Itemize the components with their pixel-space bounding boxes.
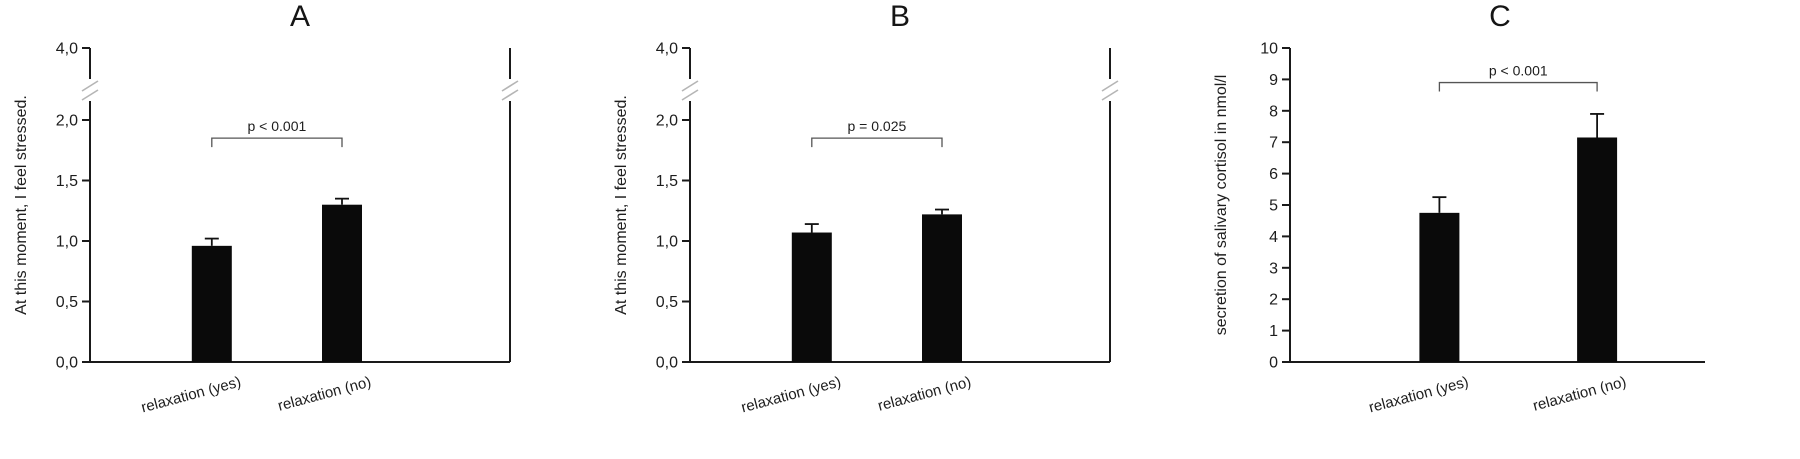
axis-break-icon [1101,80,1119,92]
axis-break-gap [682,79,698,101]
y-tick-label: 9 [1269,72,1278,89]
x-tick-label: relaxation (no) [1531,373,1628,414]
y-axis-label: At this moment, I feel stressed. [13,95,30,315]
axis-break-icon [81,80,99,92]
axis-break-gap [82,79,98,101]
bar [322,204,362,362]
axis-break-gap [1102,79,1118,101]
y-tick-label: 6 [1269,166,1278,183]
chart-a-plot: 0,0 0,5 1,0 1,5 2,0 4,0 relaxation (yes) relaxa… [13,41,519,416]
chart-a-title: A [289,0,310,33]
y-tick-label: 1,0 [56,234,78,251]
y-tick-label: 2 [1269,292,1278,309]
x-tick-label: relaxation (yes) [1367,373,1470,416]
axis-break-icon [81,89,99,101]
chart-c-plot: 0 1 2 3 4 5 6 7 8 9 10 relaxation (yes) relaxation (… [1213,41,1705,416]
axis-break-icon [501,80,519,92]
y-tick-label: 0,5 [656,294,678,311]
chart-c-title: C [1489,0,1511,33]
y-tick-label: 2,0 [656,113,678,130]
y-tick-label: 0,5 [56,294,78,311]
significance-bracket [811,137,943,148]
y-tick-label: 5 [1269,198,1278,215]
y-tick-label: 1,5 [656,173,678,190]
y-tick-label: 1,0 [656,234,678,251]
y-axis-label: secretion of salivary cortisol in nmol/l [1213,75,1230,336]
y-tick-label: 0,0 [656,355,678,372]
bar [1419,212,1460,362]
y-tick-label: 8 [1269,103,1278,120]
y-tick-label: 0,0 [56,355,78,372]
axis-break-gap [502,79,518,101]
y-tick-label: 0 [1269,355,1278,372]
bar [791,232,832,362]
significance-label: p < 0.001 [248,118,307,134]
chart-b-title: B [889,0,910,33]
axis-break-icon [1101,89,1119,101]
y-tick-label: 2,0 [56,113,78,130]
chart-panel-b: B 0,0 0,5 1,0 1,5 2,0 4,0 relaxation (yes) rela… [600,0,1200,459]
bar [191,245,232,362]
chart-panel-c: C 0 1 2 3 4 5 6 7 8 9 10 relaxation (yes) relaxation… [1200,0,1800,459]
axis-break-icon [681,89,699,101]
y-tick-label: 4,0 [656,41,678,58]
bar [922,214,962,362]
significance-label: p < 0.001 [1489,63,1548,79]
y-tick-label: 1 [1269,323,1278,340]
y-tick-label: 1,5 [56,173,78,190]
bar [1577,137,1618,362]
significance-bracket [1438,81,1598,92]
y-tick-label: 10 [1260,41,1278,58]
axis-break-icon [501,89,519,101]
x-tick-label: relaxation (no) [276,373,373,414]
y-axis-label: At this moment, I feel stressed. [613,95,630,315]
y-tick-label: 3 [1269,260,1278,277]
significance-bracket [211,137,343,148]
x-tick-label: relaxation (yes) [739,373,842,416]
x-tick-label: relaxation (yes) [139,373,242,416]
y-tick-label: 4,0 [56,41,78,58]
y-tick-label: 7 [1269,135,1278,152]
axis-break-icon [681,80,699,92]
chart-panel-a: A 0,0 0,5 1,0 1,5 2,0 4,0 relaxation (yes) rela… [0,0,600,459]
significance-label: p = 0.025 [848,118,907,134]
x-tick-label: relaxation (no) [876,373,973,414]
y-tick-label: 4 [1269,229,1278,246]
chart-b-plot: 0,0 0,5 1,0 1,5 2,0 4,0 relaxation (yes) relaxa… [613,41,1119,416]
